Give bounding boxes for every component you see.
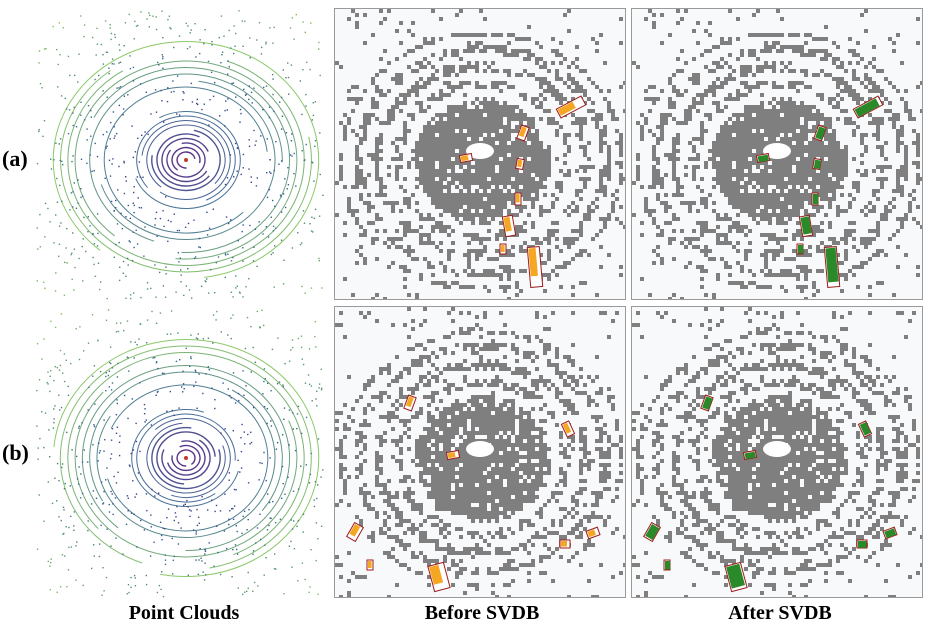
bev-grid-before-a [335,9,625,299]
detection-boxes [345,394,601,593]
refined-detection-box [796,243,804,255]
original-detection-box [445,449,461,461]
refined-detection-box [857,420,873,438]
original-detection-box [501,214,517,238]
detection-boxes [458,95,587,288]
refined-detection-box [812,157,822,171]
original-detection-box [427,561,451,593]
ego-vehicle-clearing [763,143,791,159]
refined-detection-box [798,214,814,238]
original-detection-box [526,246,544,288]
refined-detection-box [882,526,898,540]
ego-vehicle-clearing [466,143,494,159]
original-detection-box [514,192,522,206]
refined-detection-box [852,95,884,119]
original-detection-box [559,539,571,549]
bev-grid-after-a [632,9,922,299]
bev-grid-before-b [335,307,625,597]
refined-detection-box [755,152,771,164]
occupancy-cells [632,307,922,597]
lidar-scatter-points [36,309,324,598]
original-detection-box [516,124,530,142]
lidar-scatter-points [36,10,324,300]
refined-detection-box [856,539,868,549]
refined-detection-box [700,394,714,412]
point-cloud-image-a [36,10,324,300]
refined-detection-box [642,521,662,543]
column-label-before-svdb: Before SVDB [424,602,540,624]
original-detection-box [458,152,474,164]
row-label-b: (b) [2,440,29,465]
occupancy-cells [632,9,922,299]
after-svdb-panel-a [631,8,923,300]
point-cloud-panel-a [34,8,326,300]
refined-detection-box [823,246,841,288]
original-detection-box [560,420,576,438]
original-detection-box [499,243,507,255]
refined-detection-box [811,192,819,206]
refined-detection-box [724,561,748,593]
column-label-point-clouds: Point Clouds [128,602,240,624]
after-svdb-panel-b [631,306,923,598]
before-svdb-panel-a [334,8,626,300]
point-cloud-panel-b [34,306,326,598]
original-detection-box [403,394,417,412]
occupancy-cells [335,307,625,597]
ego-vehicle-clearing [763,441,791,457]
original-detection-box [515,157,525,171]
ego-vehicle-clearing [466,441,494,457]
row-label-a: (a) [2,146,28,171]
refined-detection-box [663,559,671,571]
point-cloud-image-b [36,309,324,598]
original-detection-box [366,559,374,571]
detection-boxes [755,95,884,288]
original-detection-box [555,95,587,119]
before-svdb-panel-b [334,306,626,598]
refined-detection-box [742,449,758,461]
original-detection-box [345,521,365,543]
detection-boxes [642,394,898,593]
lidar-scan-rings [52,41,320,278]
ego-vehicle-marker [184,456,188,460]
original-detection-box [585,526,601,540]
refined-detection-box [813,124,827,142]
bev-grid-after-b [632,307,922,597]
lidar-scan-rings [53,339,320,577]
column-label-after-svdb: After SVDB [728,602,832,624]
ego-vehicle-marker [184,158,188,162]
